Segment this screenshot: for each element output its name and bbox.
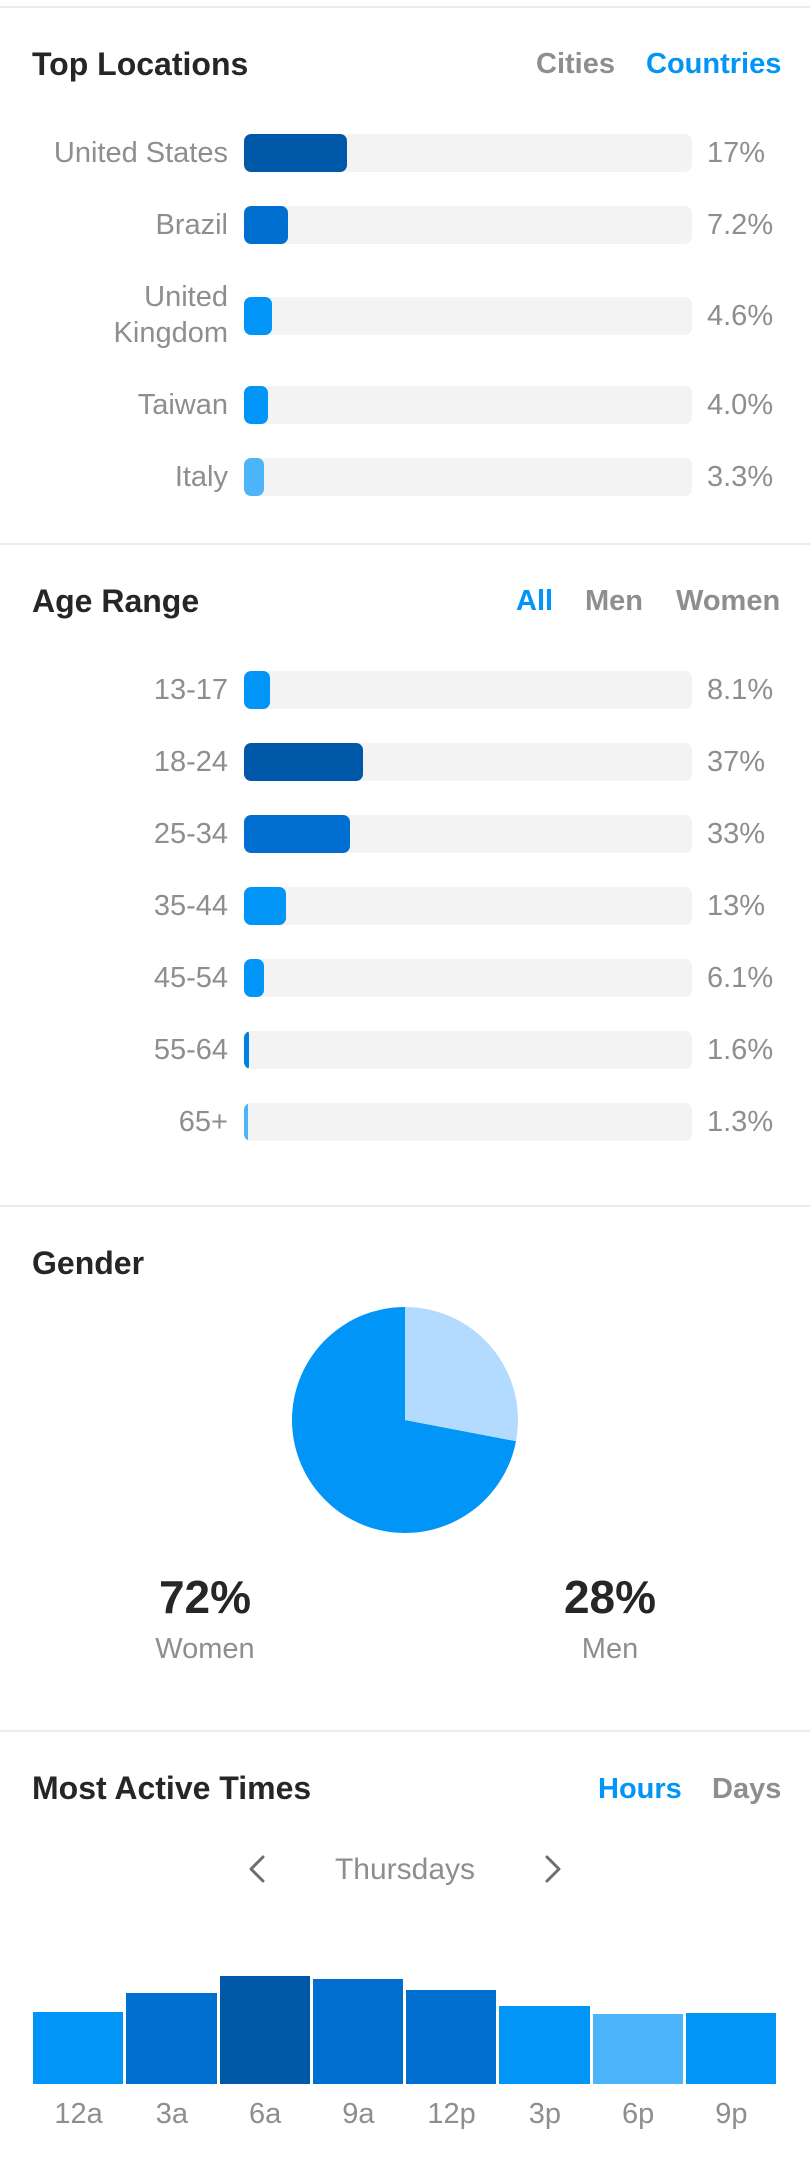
age-value: 8.1% <box>707 674 774 706</box>
toggle-men[interactable]: Men <box>585 585 643 617</box>
location-bar-track <box>244 386 692 424</box>
toggle-hours[interactable]: Hours <box>598 1773 682 1805</box>
location-value: 7.2% <box>707 209 774 241</box>
pie-slice-men <box>405 1307 518 1442</box>
toggle-all[interactable]: All <box>516 585 554 617</box>
day-label: Thursdays <box>334 1853 476 1886</box>
age-label: 55-64 <box>153 1034 228 1066</box>
age-label: 13-17 <box>153 674 228 706</box>
hour-tick-label: 3a <box>155 2098 188 2130</box>
age-bar-track <box>244 959 692 997</box>
toggle-cities[interactable]: Cities <box>536 48 615 80</box>
age-label: 25-34 <box>153 818 228 850</box>
toggle-women[interactable]: Women <box>676 585 781 617</box>
hour-bar-3a <box>126 1993 217 2084</box>
section-divider <box>0 1730 810 1732</box>
location-value: 3.3% <box>707 461 774 493</box>
hour-tick-label: 12a <box>54 2098 103 2130</box>
location-bar-fill <box>244 206 288 244</box>
location-value: 17% <box>707 137 766 169</box>
hour-bar-6p <box>592 2013 683 2084</box>
top-locations-title: Top Locations <box>32 46 249 82</box>
age-bar-fill <box>244 743 364 781</box>
location-label: Brazil <box>155 209 228 241</box>
age-label: 45-54 <box>153 962 228 994</box>
age-bar-track <box>244 743 692 781</box>
age-bar-fill <box>244 959 264 997</box>
location-label: United Kingdom <box>113 281 228 349</box>
age-label: 18-24 <box>153 746 228 778</box>
pie-slice-women <box>292 1307 516 1533</box>
location-label: Taiwan <box>137 389 228 421</box>
hour-bar-12p <box>406 1990 497 2084</box>
age-bar-fill <box>244 1103 249 1141</box>
location-bar-fill <box>244 458 264 496</box>
age-bar-track <box>244 1103 692 1141</box>
age-value: 37% <box>707 746 766 778</box>
hour-bar-3p <box>499 2006 590 2084</box>
section-divider <box>0 543 810 545</box>
hour-tick-label: 6p <box>621 2098 655 2130</box>
location-bar-track <box>244 297 692 335</box>
hour-tick-label: 12p <box>427 2098 476 2130</box>
men-label: Men <box>581 1633 639 1665</box>
toggle-days[interactable]: Days <box>712 1773 782 1805</box>
location-bar-fill <box>244 297 272 335</box>
age-bar-fill <box>244 671 271 709</box>
top-divider <box>0 0 810 8</box>
age-bar-fill <box>244 815 351 853</box>
location-label: Italy <box>174 461 228 493</box>
chevron-right-icon[interactable] <box>532 1849 572 1889</box>
age-value: 33% <box>707 818 766 850</box>
hour-bar-9a <box>312 1979 403 2084</box>
age-bar-track <box>244 815 692 853</box>
age-bar-fill <box>244 1031 250 1069</box>
location-value: 4.6% <box>707 300 774 332</box>
age-bar-track <box>244 1031 692 1069</box>
men-percentage: 28% <box>563 1571 657 1623</box>
location-bar-track <box>244 134 692 172</box>
women-label: Women <box>155 1633 255 1665</box>
section-divider <box>0 1205 810 1207</box>
location-bar-fill <box>244 134 347 172</box>
hour-bar-9p <box>685 2012 776 2084</box>
age-value: 1.6% <box>707 1034 774 1066</box>
active-times-title: Most Active Times <box>32 1770 312 1806</box>
women-percentage: 72% <box>158 1571 252 1623</box>
age-label: 65+ <box>178 1106 228 1138</box>
hour-bar-6a <box>219 1976 310 2084</box>
chevron-left-icon[interactable] <box>238 1849 278 1889</box>
gender-pie-chart <box>290 1305 520 1535</box>
location-bar-fill <box>244 386 269 424</box>
age-value: 1.3% <box>707 1106 774 1138</box>
hour-tick-label: 6a <box>248 2098 282 2130</box>
hour-tick-label: 9p <box>715 2098 748 2130</box>
age-bar-track <box>244 671 692 709</box>
age-value: 13% <box>707 890 766 922</box>
age-value: 6.1% <box>707 962 774 994</box>
hour-tick-label: 3p <box>528 2098 561 2130</box>
location-bar-track <box>244 206 692 244</box>
age-bar-track <box>244 887 692 925</box>
hour-bar-12a <box>33 2011 124 2084</box>
age-label: 35-44 <box>153 890 228 922</box>
age-range-title: Age Range <box>32 583 200 619</box>
hour-tick-label: 9a <box>342 2098 375 2130</box>
active-hours-chart <box>32 1960 778 2084</box>
location-bar-track <box>244 458 692 496</box>
location-value: 4.0% <box>707 389 774 421</box>
toggle-countries[interactable]: Countries <box>646 48 782 80</box>
location-label: United States <box>53 137 228 169</box>
age-bar-fill <box>244 887 286 925</box>
gender-title: Gender <box>32 1245 145 1281</box>
